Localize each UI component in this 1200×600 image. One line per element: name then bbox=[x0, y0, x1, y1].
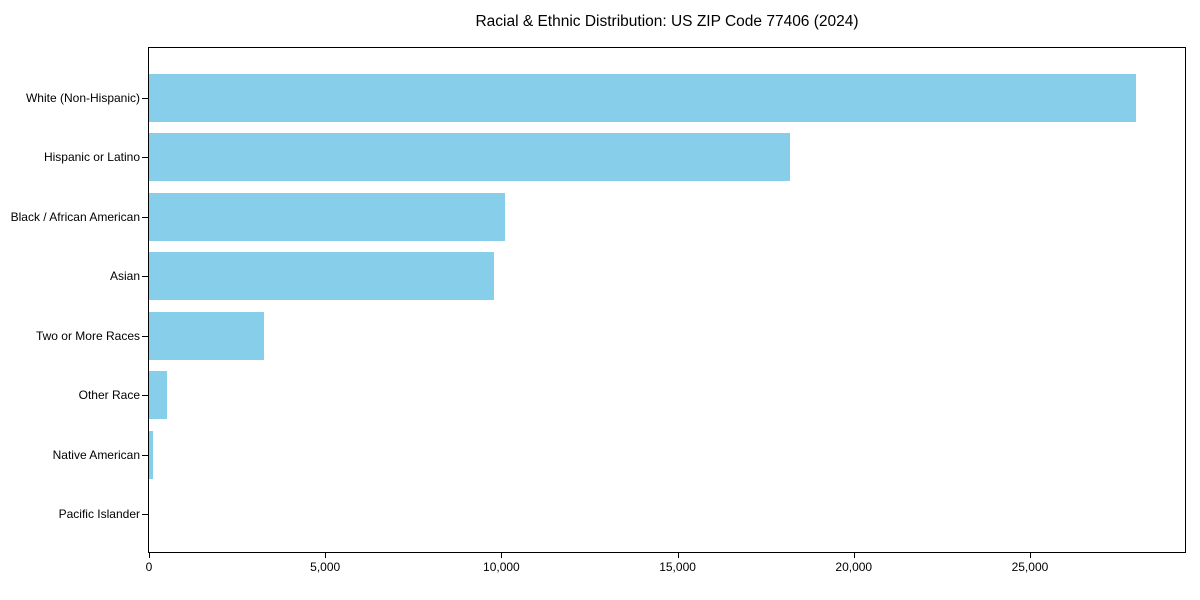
x-tick-label: 20,000 bbox=[835, 560, 873, 574]
bars-layer bbox=[149, 48, 1185, 552]
bar-asian bbox=[149, 252, 494, 301]
x-tick-label: 10,000 bbox=[483, 560, 520, 574]
y-axis-label: Other Race bbox=[78, 388, 140, 403]
y-axis-label: Asian bbox=[109, 269, 140, 284]
y-tick-mark bbox=[142, 395, 148, 396]
bar-native-american bbox=[149, 430, 153, 479]
x-tick-mark bbox=[501, 553, 502, 558]
bar-black-african-american bbox=[149, 192, 505, 241]
chart-title: Racial & Ethnic Distribution: US ZIP Cod… bbox=[475, 13, 859, 30]
x-tick-label: 15,000 bbox=[659, 560, 696, 574]
x-tick-mark bbox=[854, 553, 855, 558]
y-axis-label: Two or More Races bbox=[35, 328, 140, 343]
y-axis-label: Native American bbox=[52, 447, 140, 462]
y-axis-label: Black / African American bbox=[10, 209, 140, 224]
y-axis-label: Pacific Islander bbox=[58, 507, 140, 522]
plot-area bbox=[148, 47, 1186, 553]
x-tick-label: 5,000 bbox=[310, 560, 341, 574]
y-tick-mark bbox=[142, 98, 148, 99]
bar-other-race bbox=[149, 371, 167, 420]
x-tick-mark bbox=[678, 553, 679, 558]
y-axis-label: Hispanic or Latino bbox=[43, 150, 140, 165]
y-tick-mark bbox=[142, 455, 148, 456]
bar-white-non-hispanic bbox=[149, 73, 1136, 122]
y-tick-mark bbox=[142, 217, 148, 218]
y-tick-mark bbox=[142, 157, 148, 158]
y-tick-mark bbox=[142, 514, 148, 515]
x-tick-label: 25,000 bbox=[1011, 560, 1049, 574]
bar-hispanic-or-latino bbox=[149, 133, 790, 182]
x-tick-label: 0 bbox=[145, 560, 153, 574]
y-tick-mark bbox=[142, 336, 148, 337]
x-tick-mark bbox=[325, 553, 326, 558]
y-tick-mark bbox=[142, 276, 148, 277]
bar-two-or-more-races bbox=[149, 311, 264, 360]
x-tick-mark bbox=[1030, 553, 1031, 558]
y-axis-label: White (Non-Hispanic) bbox=[25, 90, 140, 105]
x-tick-mark bbox=[149, 553, 150, 558]
